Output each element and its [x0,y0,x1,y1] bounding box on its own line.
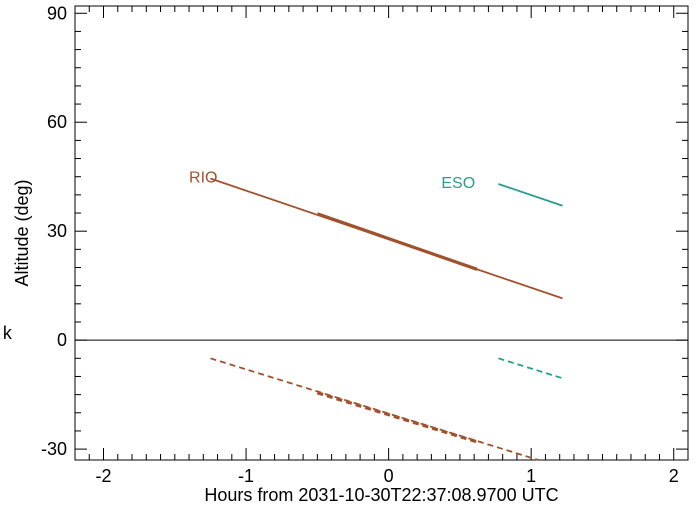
x-tick-label: 0 [384,466,394,486]
x-tick-label: 1 [526,466,536,486]
series-line-4 [498,183,563,207]
y-tick-label: 60 [47,112,67,132]
y-tick-label: 0 [57,330,67,350]
x-tick-label: -2 [96,466,112,486]
series-line-2 [210,357,539,461]
series-line-1 [316,212,478,271]
side-label: k [2,325,13,345]
x-tick-label: 2 [669,466,679,486]
series-annotation-eso: ESO [441,175,475,192]
y-tick-label: 90 [47,3,67,23]
y-tick-label: 30 [47,221,67,241]
series-annotation-rio: RIO [189,170,217,187]
plot-frame [74,5,689,461]
series-line-5 [498,357,563,380]
y-tick-label: -30 [41,439,67,459]
series-line-3 [316,391,478,444]
y-axis-label: Altitude (deg) [12,179,32,286]
x-tick-label: -1 [238,466,254,486]
x-axis-label: Hours from 2031-10-30T22:37:08.9700 UTC [204,485,558,505]
